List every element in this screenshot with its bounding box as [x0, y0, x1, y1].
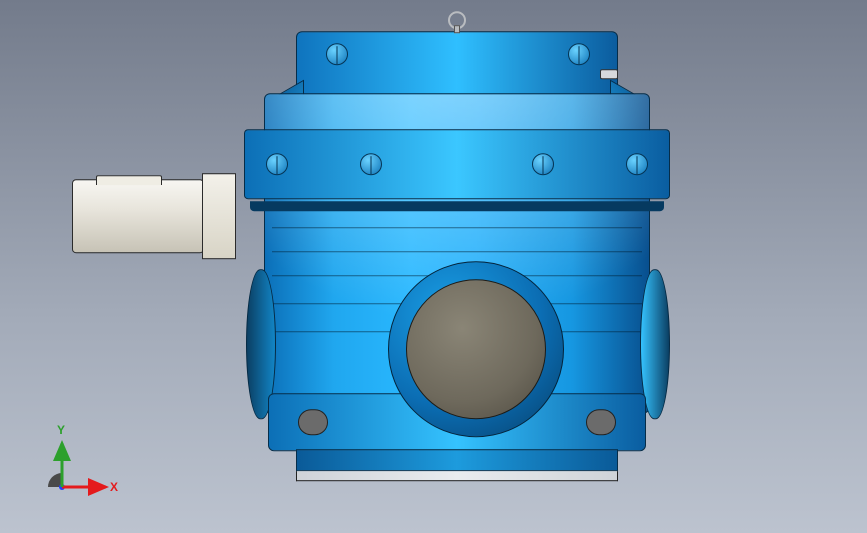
- top-cover-bolt: [568, 43, 590, 65]
- gearbox-model: [154, 13, 714, 483]
- housing-body: [264, 93, 650, 413]
- flange-bolt: [532, 153, 554, 175]
- housing-rib: [272, 303, 642, 304]
- shaft-keyway-flat: [96, 175, 162, 185]
- foot-machined-face: [296, 471, 618, 481]
- flange-bolt: [626, 153, 648, 175]
- output-shaft: [72, 179, 204, 253]
- housing-chamfer-left: [264, 79, 304, 142]
- housing-top-cover: [296, 31, 618, 95]
- mounting-foot-upper: [268, 393, 646, 451]
- through-bore-face: [406, 279, 546, 419]
- housing-rib: [272, 227, 642, 228]
- foot-slot: [586, 409, 616, 435]
- housing-rib: [272, 251, 642, 252]
- upper-flange-undercut: [250, 201, 664, 211]
- housing-rib: [272, 331, 642, 332]
- cad-viewport[interactable]: X Y: [0, 0, 867, 533]
- model-scene[interactable]: [0, 0, 867, 533]
- mounting-foot-lower: [296, 449, 618, 471]
- lifting-eyebolt-stem: [454, 25, 460, 33]
- shaft-collar: [202, 173, 236, 259]
- side-boss-right: [640, 269, 670, 419]
- housing-chamfer-right: [610, 79, 650, 142]
- housing-rib: [272, 275, 642, 276]
- foot-slot: [298, 409, 328, 435]
- through-bore-chamfer: [388, 261, 564, 437]
- lifting-eyebolt: [448, 11, 466, 29]
- upper-flange-plate: [244, 129, 670, 199]
- flange-bolt: [266, 153, 288, 175]
- flange-bolt: [360, 153, 382, 175]
- fill-plug: [600, 69, 618, 79]
- side-boss-left: [246, 269, 276, 419]
- top-cover-bolt: [326, 43, 348, 65]
